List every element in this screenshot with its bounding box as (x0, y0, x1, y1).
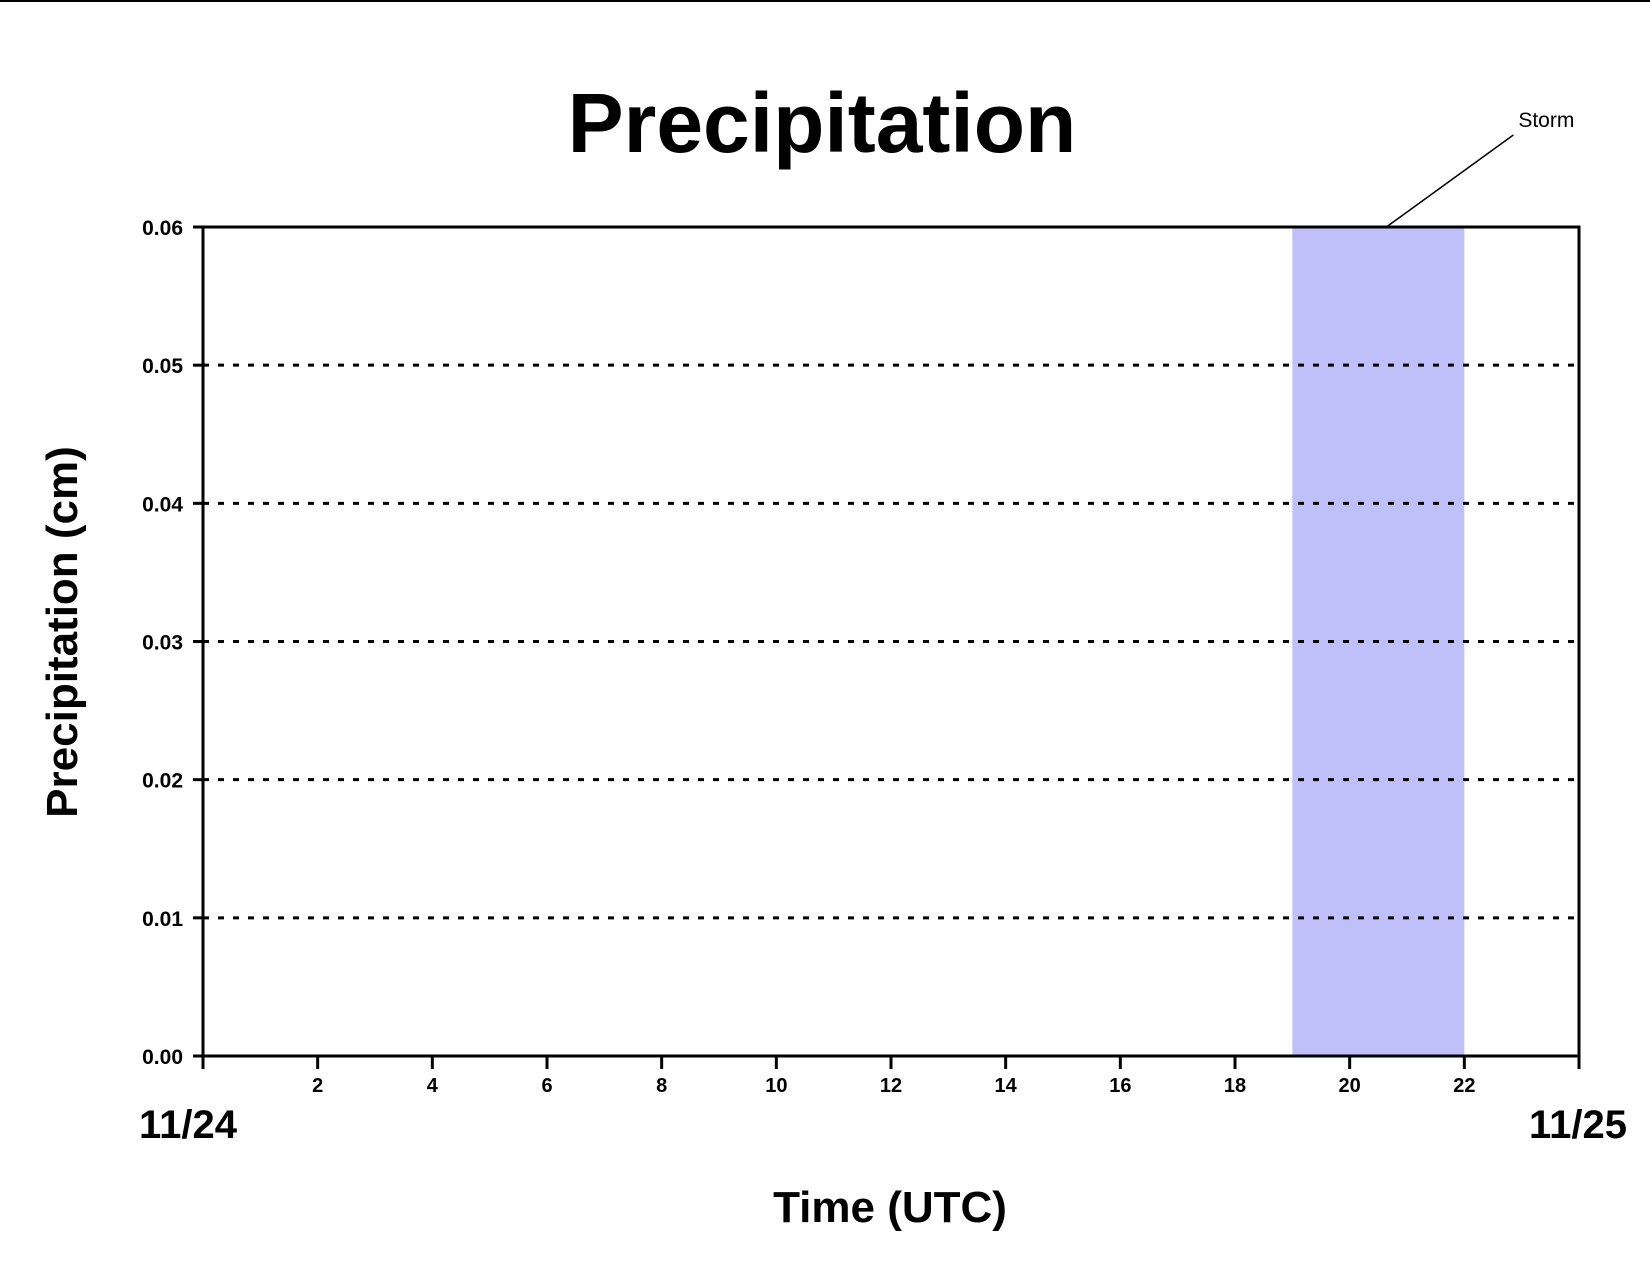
y-tick-label-0: 0.00 (142, 1046, 183, 1069)
start-date-label: 11/24 (139, 1103, 238, 1147)
chart-title: Precipitation (568, 76, 1077, 170)
end-date-label: 11/25 (1529, 1103, 1627, 1147)
x-tick-label-9: 18 (1224, 1075, 1246, 1097)
storm-annotation-label: Storm (1518, 109, 1574, 132)
y-tick-label-2: 0.02 (142, 770, 183, 793)
x-tick-label-2: 4 (427, 1075, 439, 1097)
x-tick-label-8: 16 (1109, 1075, 1131, 1097)
x-tick-label-6: 12 (880, 1075, 902, 1097)
x-tick-label-5: 10 (765, 1075, 787, 1097)
y-tick-label-1: 0.01 (142, 908, 183, 931)
y-tick-label-3: 0.03 (142, 632, 183, 655)
x-tick-label-11: 22 (1453, 1075, 1475, 1097)
x-tick-label-1: 2 (312, 1075, 323, 1097)
x-tick-label-4: 8 (656, 1075, 667, 1097)
x-tick-label-3: 6 (541, 1075, 552, 1097)
y-tick-label-6: 0.06 (142, 217, 183, 240)
y-tick-label-5: 0.05 (142, 355, 183, 378)
y-axis-label: Precipitation (cm) (38, 446, 87, 818)
x-tick-label-7: 14 (995, 1075, 1018, 1097)
x-tick-label-10: 20 (1339, 1075, 1361, 1097)
x-axis-label: Time (UTC) (773, 1183, 1007, 1232)
storm-leader-line (1385, 134, 1514, 228)
y-tick-label-4: 0.04 (142, 493, 183, 516)
